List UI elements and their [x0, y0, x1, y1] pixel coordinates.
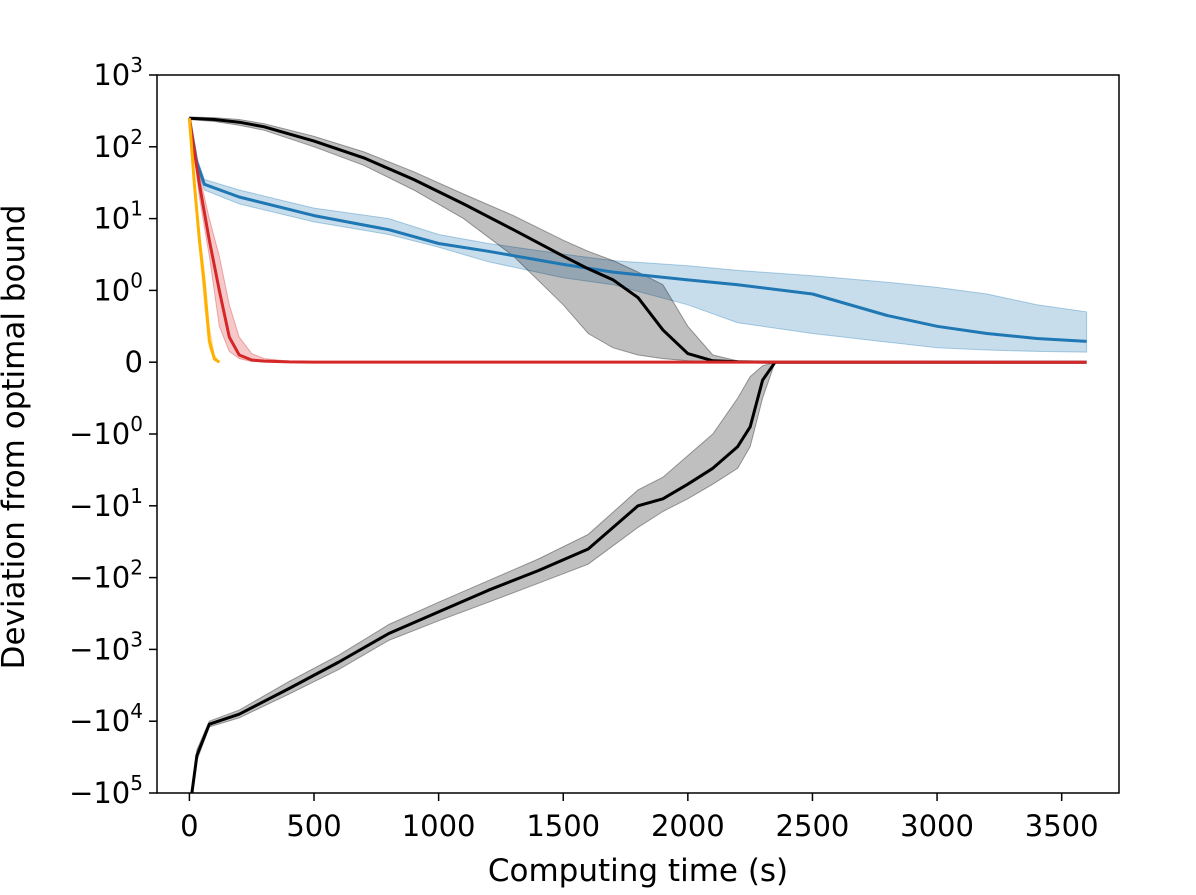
series-0-band [188, 118, 1088, 353]
y-tick-label: 101 [93, 197, 143, 236]
y-tick-label: 103 [93, 53, 143, 92]
y-tick-label: −101 [69, 484, 143, 523]
y-tick-label: −105 [69, 771, 143, 810]
y-tick-label: 102 [93, 125, 143, 164]
y-tick-label: −100 [69, 412, 143, 451]
x-axis-label: Computing time (s) [488, 853, 788, 889]
x-tick-label: 2000 [651, 809, 725, 843]
y-axis-label: Deviation from optimal bound [0, 205, 32, 670]
x-tick-label: 3000 [900, 809, 974, 843]
x-tick-label: 3500 [1025, 809, 1099, 843]
x-axis-ticks: 0 500 1000 1500 2000 2500 3000 3500 [180, 793, 1099, 843]
x-tick-label: 1500 [526, 809, 600, 843]
y-tick-label: 0 [125, 345, 143, 379]
y-axis-ticks: 103 102 101 100 0 −100 −101 −102 −103 −104 −105 [69, 53, 157, 810]
x-tick-label: 2500 [776, 809, 850, 843]
y-tick-label: 100 [93, 268, 143, 307]
x-tick-label: 0 [180, 809, 198, 843]
y-tick-label: −104 [69, 699, 143, 738]
y-tick-label: −102 [69, 556, 143, 595]
x-tick-label: 1000 [402, 809, 476, 843]
series-2-line [190, 361, 777, 794]
plot-frame [156, 74, 1120, 794]
series-4-line [187, 118, 221, 364]
y-tick-label: −103 [69, 627, 143, 666]
series-lines [187, 116, 1087, 794]
x-tick-label: 500 [286, 809, 341, 843]
series-3-line [187, 117, 1087, 364]
